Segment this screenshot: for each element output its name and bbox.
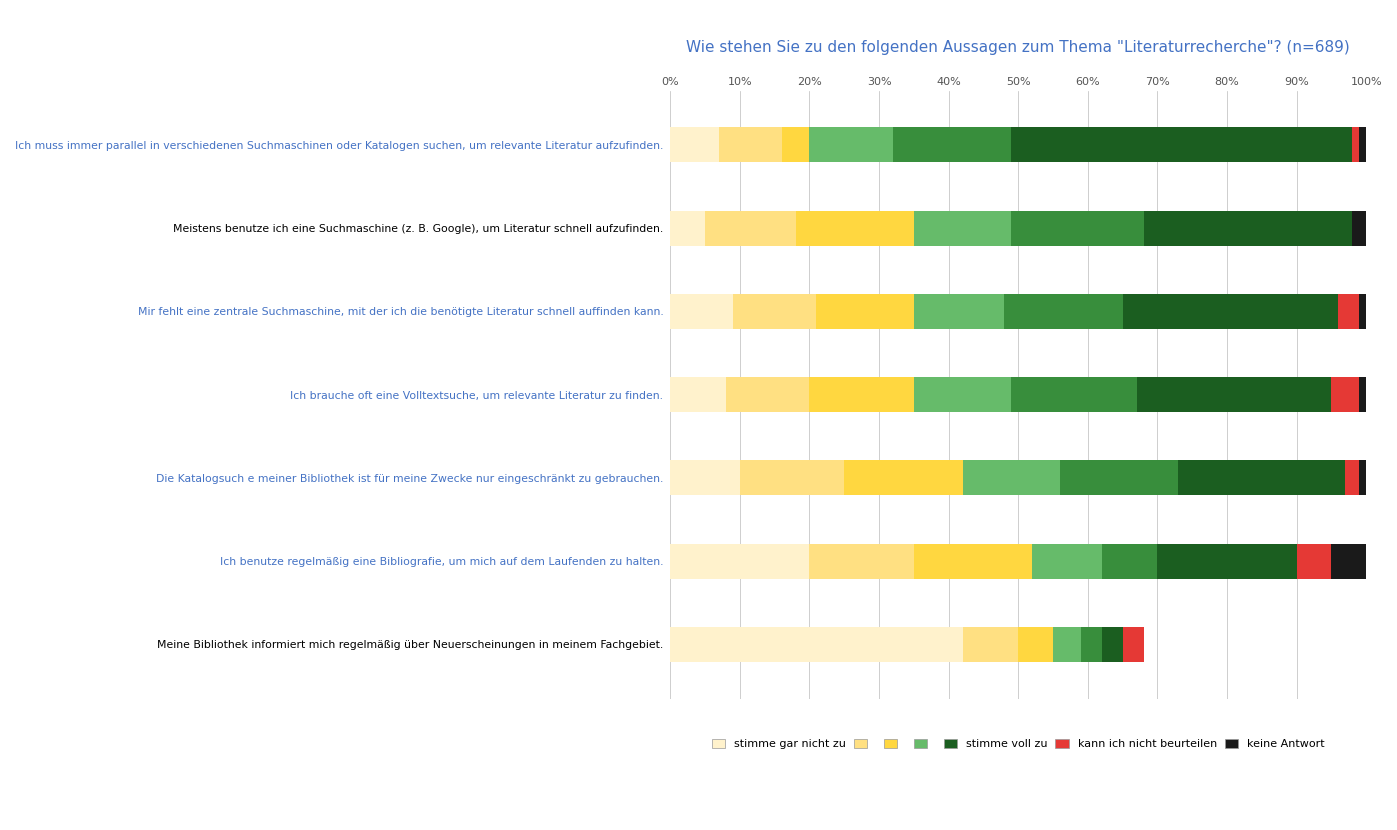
Bar [963, 627, 1018, 662]
Bar [1178, 461, 1345, 496]
Bar [671, 377, 726, 413]
Bar [1053, 627, 1081, 662]
Bar [1359, 377, 1366, 413]
Bar [719, 128, 782, 163]
Bar [809, 377, 914, 413]
Bar [914, 544, 1032, 579]
Bar [1331, 544, 1366, 579]
Bar [809, 544, 914, 579]
Bar [893, 128, 1011, 163]
Bar [914, 294, 1004, 329]
Bar [1081, 627, 1102, 662]
Bar [1137, 377, 1331, 413]
Bar [671, 544, 809, 579]
Bar [1359, 461, 1366, 496]
Bar [733, 294, 816, 329]
Bar [1102, 627, 1123, 662]
Bar [914, 211, 1011, 246]
Bar [914, 377, 1011, 413]
Bar [1296, 544, 1331, 579]
Bar [671, 461, 740, 496]
Bar [1011, 128, 1352, 163]
Title: Wie stehen Sie zu den folgenden Aussagen zum Thema "Literaturrecherche"? (n=689): Wie stehen Sie zu den folgenden Aussagen… [686, 40, 1350, 55]
Bar [1123, 627, 1144, 662]
Bar [1352, 211, 1366, 246]
Bar [1123, 294, 1338, 329]
Bar [1359, 128, 1366, 163]
Bar [671, 627, 963, 662]
Bar [809, 128, 893, 163]
Bar [1060, 461, 1178, 496]
Bar [844, 461, 963, 496]
Bar [1004, 294, 1123, 329]
Bar [705, 211, 795, 246]
Bar [1352, 128, 1359, 163]
Bar [1102, 544, 1158, 579]
Bar [963, 461, 1060, 496]
Bar [1011, 377, 1137, 413]
Bar [1032, 544, 1102, 579]
Bar [1345, 461, 1359, 496]
Bar [1338, 294, 1359, 329]
Bar [1011, 211, 1144, 246]
Bar [740, 461, 844, 496]
Bar [1018, 627, 1053, 662]
Bar [795, 211, 914, 246]
Bar [671, 211, 705, 246]
Bar [816, 294, 914, 329]
Legend: stimme gar nicht zu, , , , stimme voll zu, kann ich nicht beurteilen, keine Antw: stimme gar nicht zu, , , , stimme voll z… [707, 735, 1329, 754]
Bar [1331, 377, 1359, 413]
Bar [1359, 294, 1366, 329]
Bar [1144, 211, 1352, 246]
Bar [782, 128, 809, 163]
Bar [726, 377, 809, 413]
Bar [671, 128, 719, 163]
Bar [1158, 544, 1296, 579]
Bar [671, 294, 733, 329]
